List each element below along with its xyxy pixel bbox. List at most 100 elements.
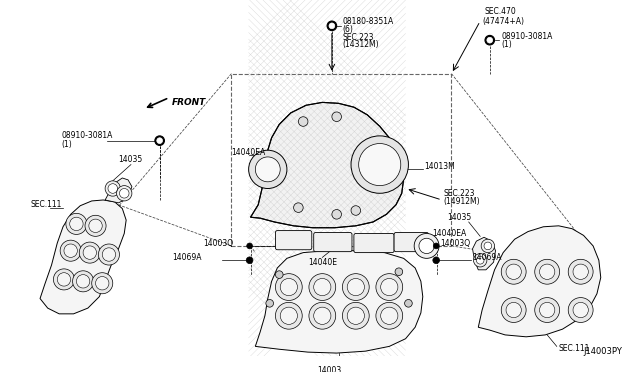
Circle shape	[314, 307, 331, 324]
Circle shape	[275, 302, 302, 329]
Circle shape	[89, 219, 102, 232]
Circle shape	[474, 254, 487, 267]
Circle shape	[433, 257, 440, 264]
Circle shape	[506, 264, 522, 279]
Circle shape	[116, 186, 132, 201]
Text: SEC.223: SEC.223	[342, 33, 374, 42]
Circle shape	[70, 217, 83, 231]
Circle shape	[481, 239, 495, 253]
FancyBboxPatch shape	[314, 232, 352, 251]
Text: 08910-3081A: 08910-3081A	[61, 131, 113, 140]
Circle shape	[309, 274, 336, 301]
Text: 14035: 14035	[118, 155, 143, 164]
Circle shape	[85, 215, 106, 236]
Circle shape	[540, 264, 555, 279]
Circle shape	[57, 273, 70, 286]
Polygon shape	[250, 102, 404, 228]
Polygon shape	[478, 226, 601, 337]
Circle shape	[105, 181, 120, 196]
Circle shape	[280, 307, 298, 324]
Text: (47474+A): (47474+A)	[482, 16, 524, 26]
Circle shape	[540, 302, 555, 318]
Text: 14069A: 14069A	[472, 253, 502, 262]
Circle shape	[92, 273, 113, 294]
Text: SEC.470: SEC.470	[485, 7, 516, 16]
Circle shape	[64, 244, 77, 257]
Text: SEC.223: SEC.223	[444, 189, 476, 198]
Circle shape	[157, 138, 163, 144]
Circle shape	[298, 117, 308, 126]
Text: FRONT: FRONT	[172, 98, 206, 107]
Circle shape	[568, 259, 593, 284]
Circle shape	[108, 184, 118, 193]
Circle shape	[358, 144, 401, 186]
Circle shape	[501, 298, 526, 323]
Circle shape	[501, 259, 526, 284]
Text: 14003Q: 14003Q	[440, 238, 470, 247]
Text: 08180-8351A: 08180-8351A	[342, 16, 394, 26]
Circle shape	[395, 268, 403, 276]
Text: 14003Q: 14003Q	[203, 238, 233, 247]
Circle shape	[255, 157, 280, 182]
Text: (14312M): (14312M)	[342, 41, 379, 49]
Circle shape	[568, 298, 593, 323]
Polygon shape	[255, 251, 423, 353]
Text: 14069A: 14069A	[172, 253, 202, 262]
Circle shape	[83, 246, 97, 259]
Circle shape	[95, 276, 109, 290]
Circle shape	[247, 243, 252, 249]
Circle shape	[342, 274, 369, 301]
Text: J14003PY: J14003PY	[584, 347, 623, 356]
Circle shape	[294, 203, 303, 212]
Circle shape	[476, 256, 484, 264]
Circle shape	[66, 214, 87, 234]
Text: 08910-3081A: 08910-3081A	[501, 32, 552, 41]
Circle shape	[280, 279, 298, 296]
Circle shape	[487, 37, 493, 43]
Circle shape	[381, 279, 398, 296]
Text: 14035: 14035	[447, 213, 471, 222]
FancyBboxPatch shape	[354, 234, 394, 253]
Circle shape	[102, 248, 116, 261]
Circle shape	[275, 274, 302, 301]
Circle shape	[404, 299, 412, 307]
Text: 14040EA: 14040EA	[433, 229, 467, 238]
FancyBboxPatch shape	[394, 232, 429, 251]
Circle shape	[72, 271, 93, 292]
Text: 14040EA: 14040EA	[232, 148, 266, 157]
Circle shape	[314, 279, 331, 296]
Circle shape	[573, 302, 588, 318]
Circle shape	[275, 271, 283, 279]
Circle shape	[329, 23, 335, 29]
Circle shape	[506, 302, 522, 318]
Circle shape	[573, 264, 588, 279]
Text: (14912M): (14912M)	[444, 198, 481, 206]
Circle shape	[246, 257, 253, 264]
Circle shape	[535, 259, 559, 284]
Circle shape	[376, 274, 403, 301]
Text: SEC.111: SEC.111	[559, 344, 590, 353]
Circle shape	[332, 209, 342, 219]
Circle shape	[381, 307, 398, 324]
Polygon shape	[105, 178, 132, 203]
Text: (6): (6)	[342, 25, 353, 34]
Circle shape	[120, 189, 129, 198]
Circle shape	[376, 302, 403, 329]
Circle shape	[155, 136, 164, 145]
Circle shape	[54, 269, 74, 290]
Circle shape	[309, 302, 336, 329]
Text: (1): (1)	[501, 41, 512, 49]
FancyBboxPatch shape	[275, 231, 312, 250]
Text: 14040E: 14040E	[308, 258, 337, 267]
Circle shape	[535, 298, 559, 323]
Text: 14013M: 14013M	[425, 162, 456, 171]
Text: (1): (1)	[61, 140, 72, 149]
Circle shape	[76, 275, 90, 288]
Polygon shape	[40, 200, 126, 314]
Circle shape	[327, 21, 337, 31]
Circle shape	[342, 302, 369, 329]
Circle shape	[485, 35, 495, 45]
Circle shape	[414, 234, 439, 258]
Polygon shape	[472, 237, 495, 270]
Circle shape	[266, 299, 273, 307]
